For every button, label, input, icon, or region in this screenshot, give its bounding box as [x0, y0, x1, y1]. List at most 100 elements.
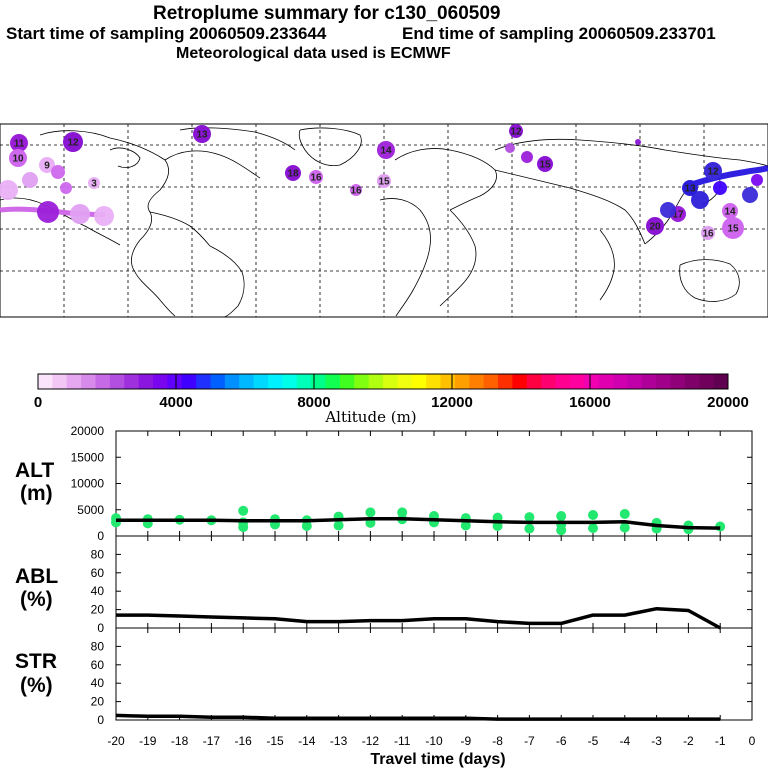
track-segment: [689, 165, 768, 188]
map-marker-label: 20: [649, 222, 661, 233]
colorbar-cell: [555, 374, 571, 389]
map-marker: [350, 184, 362, 196]
abl-panel-label-1: ABL: [15, 565, 58, 588]
map-marker-label: 3: [91, 179, 97, 190]
map-marker: [88, 177, 100, 189]
altitude-point: [619, 508, 630, 519]
map-marker: [646, 217, 664, 235]
y-tick-label: 60: [91, 658, 105, 672]
y-tick-label: 60: [91, 566, 105, 580]
colorbar-cell: [641, 374, 657, 389]
map-marker-label: 14: [724, 207, 736, 218]
x-tick-label: -7: [524, 734, 535, 748]
colorbar-cell: [454, 374, 470, 389]
colorbar-cell: [52, 374, 68, 389]
map-marker: [309, 170, 323, 184]
colorbar-cell: [397, 374, 413, 389]
colorbar-cell: [584, 374, 600, 389]
x-tick-label: -3: [651, 734, 662, 748]
altitude-point: [333, 520, 344, 531]
world-map: 11 12 13 10 9 14 12 15 16 18 16 15 3 20 17 16 15 13 12 14: [0, 123, 768, 318]
abl-panel-label-2: (%): [20, 588, 53, 611]
colorbar-frame: [37, 373, 729, 390]
x-tick-label: -11: [394, 734, 411, 748]
colorbar-cell: [210, 374, 226, 389]
map-marker-label: 16: [702, 229, 714, 240]
x-tick-label: -14: [298, 734, 316, 748]
map-marker-label: 16: [350, 186, 362, 197]
map-marker: [193, 125, 211, 143]
map-marker-extra: [94, 206, 114, 226]
alt-panel-label-1: ALT: [15, 459, 54, 482]
altitude-point: [238, 505, 249, 516]
altitude-point: [460, 520, 471, 531]
colorbar-cell: [440, 374, 456, 389]
map-marker-extra: [505, 143, 515, 153]
panel-str: STR (%) 80 60 40 20 0: [15, 639, 104, 727]
map-marker-label: 18: [287, 169, 299, 180]
colorbar-cell: [483, 374, 499, 389]
colorbar-cell: [181, 374, 197, 389]
map-marker: [39, 157, 55, 173]
map-marker-extra: [0, 180, 18, 200]
panel-str-plot: [115, 627, 753, 721]
colorbar-cell: [109, 374, 125, 389]
y-tick-label: 20: [91, 695, 105, 709]
altitude-point: [588, 510, 598, 520]
colorbar-cell: [627, 374, 643, 389]
colorbar-cell: [153, 374, 168, 389]
altitude-point: [301, 521, 312, 532]
panel-abl-plot: [115, 535, 753, 630]
map-marker-extra: [691, 191, 709, 209]
colorbar-cell: [684, 374, 700, 389]
colorbar-cell: [383, 374, 398, 389]
y-tick-label: 40: [91, 584, 105, 598]
altitude-point: [238, 522, 249, 533]
x-axis-label: Travel time (days): [370, 751, 505, 768]
colorbar-cell: [95, 374, 111, 389]
colorbar-cell: [670, 374, 686, 389]
map-marker-extra: [742, 187, 758, 203]
colorbar-cell: [569, 374, 585, 389]
map-marker: [722, 217, 744, 239]
altitude-point: [556, 525, 567, 536]
map-marker: [10, 134, 28, 152]
met-data-source: Meteorological data used is ECMWF: [176, 45, 451, 62]
colorbar-label: Altitude (m): [324, 408, 416, 426]
colorbar-cell: [38, 374, 53, 389]
x-tick-label: -10: [425, 734, 443, 748]
colorbar-cell: [598, 374, 614, 389]
colorbar-cell: [196, 374, 211, 389]
y-tick-label: 0: [97, 713, 104, 727]
map-marker-label: 15: [378, 177, 390, 188]
x-tick-label: -20: [107, 734, 125, 748]
colorbar-cell: [512, 374, 528, 389]
series-line: [116, 606, 722, 630]
abl-y-tick-labels: 80 60 40 20 0: [91, 547, 105, 635]
colorbar-cell: [411, 374, 427, 389]
y-tick-label: 20000: [71, 424, 105, 438]
start-sampling-time: Start time of sampling 20060509.233644: [6, 24, 327, 43]
colorbar-tick-label: 4000: [159, 394, 192, 411]
x-tick-label: -16: [235, 734, 253, 748]
map-marker-extra: [51, 165, 65, 179]
y-tick-label: 0: [97, 621, 104, 635]
colorbar-cell: [268, 374, 283, 389]
x-tick-label: -4: [619, 734, 630, 748]
map-marker: [9, 149, 27, 167]
y-tick-label: 0: [97, 529, 104, 543]
colorbar-cell: [66, 374, 82, 389]
alt-panel-label-2: (m): [20, 482, 53, 505]
map-marker-label: 12: [510, 127, 522, 138]
map-marker: [722, 203, 738, 219]
colorbar-cell: [124, 374, 140, 389]
str-panel-label-2: (%): [20, 674, 53, 697]
x-tick-label: -13: [330, 734, 348, 748]
colorbar-tick-label: 8000: [297, 394, 330, 411]
map-marker-label: 17: [672, 210, 684, 221]
altitude-point: [524, 512, 535, 523]
colorbar-cell: [469, 374, 485, 389]
x-tick-label: -17: [203, 734, 221, 748]
x-tick-label: 0: [749, 734, 756, 748]
